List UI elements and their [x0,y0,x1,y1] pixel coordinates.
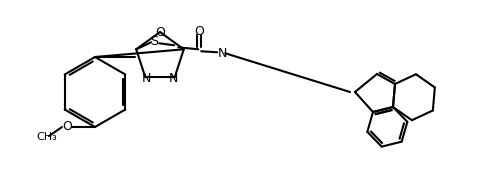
Text: N: N [218,47,227,60]
Text: O: O [194,25,204,38]
Text: S: S [150,35,158,48]
Text: O: O [155,26,165,39]
Text: N: N [169,72,178,85]
Text: N: N [141,72,151,85]
Text: CH₃: CH₃ [37,132,57,142]
Text: O: O [62,121,72,133]
